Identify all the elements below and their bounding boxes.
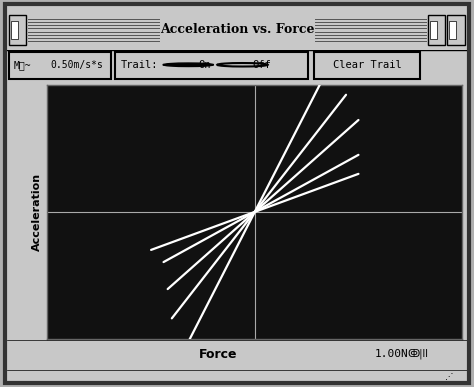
Bar (115, 52, 308, 79)
Bar (428, 15, 445, 45)
Text: 0.50m/s*s: 0.50m/s*s (51, 60, 104, 70)
Text: On: On (198, 60, 210, 70)
Text: Trail:: Trail: (121, 60, 158, 70)
Text: Clear Trail: Clear Trail (333, 60, 401, 70)
Text: M∿~: M∿~ (14, 60, 32, 70)
Bar (430, 21, 437, 39)
Circle shape (163, 63, 214, 67)
Text: 1.00N: 1.00N (375, 349, 409, 359)
Text: ↂ|ll: ↂ|ll (407, 349, 428, 359)
Bar (11, 21, 18, 39)
Y-axis label: Acceleration: Acceleration (32, 173, 42, 251)
Bar (314, 52, 420, 79)
Text: ⋰: ⋰ (445, 372, 453, 381)
Text: Acceleration vs. Force: Acceleration vs. Force (160, 23, 314, 36)
Bar (9, 52, 110, 79)
Text: Force: Force (200, 348, 238, 361)
Bar (447, 15, 465, 45)
Text: Off: Off (252, 60, 271, 70)
Bar (449, 21, 456, 39)
Bar (9, 15, 26, 45)
